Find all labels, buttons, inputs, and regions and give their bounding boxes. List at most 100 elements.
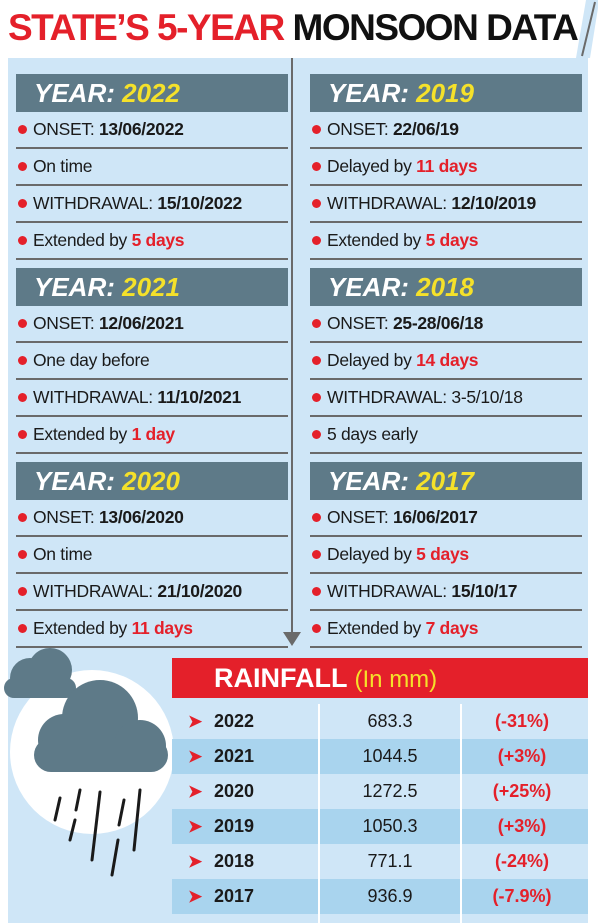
arrow-icon: ➤ bbox=[188, 712, 203, 731]
rainfall-title: RAINFALL bbox=[214, 663, 347, 693]
arrow-icon: ➤ bbox=[188, 747, 203, 766]
onset-date: 13/06/2020 bbox=[98, 507, 184, 527]
onset-date: 22/06/19 bbox=[392, 119, 459, 139]
withdrawal-note-highlight: 1 day bbox=[131, 424, 176, 444]
rainfall-header: RAINFALL (In mm) bbox=[172, 658, 588, 698]
year-header: YEAR: 2020 bbox=[16, 462, 288, 500]
year-value: 2018 bbox=[416, 272, 474, 302]
year-header: YEAR: 2019 bbox=[310, 74, 582, 112]
rainfall-change: (+25%) bbox=[492, 781, 552, 801]
year-header: YEAR: 2021 bbox=[16, 268, 288, 306]
onset-label: ONSET: bbox=[33, 119, 95, 139]
withdrawal-note-row: Extended by 11 days bbox=[16, 611, 288, 648]
rainfall-year: 2018 bbox=[214, 851, 255, 871]
year-card: YEAR: 2017 ONSET: 16/06/2017 Delayed by 5 … bbox=[310, 462, 582, 648]
rainfall-year: 2019 bbox=[214, 816, 255, 836]
onset-label: ONSET: bbox=[327, 507, 389, 527]
rainfall-table: ➤ 2022 683.3 (-31%) ➤ 2021 1044.5 (+3%) ➤ 2020 127… bbox=[172, 704, 588, 914]
title-slash-decoration bbox=[576, 0, 598, 58]
onset-note: On time bbox=[33, 544, 93, 564]
withdrawal-label: WITHDRAWAL: bbox=[33, 581, 153, 601]
year-value: 2022 bbox=[122, 78, 180, 108]
onset-note: On time bbox=[33, 156, 93, 176]
rainfall-change: (-7.9%) bbox=[492, 886, 552, 906]
year-card: YEAR: 2021 ONSET: 12/06/2021 One day befor… bbox=[16, 268, 288, 454]
onset-date: 13/06/2022 bbox=[98, 119, 184, 139]
onset-row: ONSET: 12/06/2021 bbox=[16, 306, 288, 343]
year-card: YEAR: 2020 ONSET: 13/06/2020 On time WITHD… bbox=[16, 462, 288, 648]
onset-row: ONSET: 16/06/2017 bbox=[310, 500, 582, 537]
rainfall-change: (-31%) bbox=[494, 711, 549, 731]
year-label: YEAR: bbox=[34, 272, 115, 302]
rainfall-value: 936.9 bbox=[367, 886, 413, 906]
rain-cloud-icon bbox=[4, 648, 174, 877]
onset-label: ONSET: bbox=[327, 119, 389, 139]
rainfall-row: ➤ 2019 1050.3 (+3%) bbox=[172, 809, 588, 844]
year-card: YEAR: 2022 ONSET: 13/06/2022 On time WITHD… bbox=[16, 74, 288, 260]
withdrawal-note-row: Extended by 5 days bbox=[310, 223, 582, 260]
withdrawal-note: Extended by bbox=[33, 424, 127, 444]
onset-note-row: One day before bbox=[16, 343, 288, 380]
onset-row: ONSET: 22/06/19 bbox=[310, 112, 582, 149]
year-label: YEAR: bbox=[328, 466, 409, 496]
onset-date: 12/06/2021 bbox=[98, 313, 184, 333]
onset-date: 16/06/2017 bbox=[392, 507, 478, 527]
withdrawal-label: WITHDRAWAL: bbox=[327, 581, 447, 601]
withdrawal-note-highlight: 5 days bbox=[131, 230, 185, 250]
withdrawal-note-highlight: 7 days bbox=[425, 618, 479, 638]
withdrawal-row: WITHDRAWAL: 21/10/2020 bbox=[16, 574, 288, 611]
onset-note: Delayed by bbox=[327, 544, 412, 564]
onset-note-row: Delayed by 5 days bbox=[310, 537, 582, 574]
withdrawal-row: WITHDRAWAL: 3-5/10/18 bbox=[310, 380, 582, 417]
arrow-icon: ➤ bbox=[188, 782, 203, 801]
withdrawal-row: WITHDRAWAL: 15/10/17 bbox=[310, 574, 582, 611]
onset-row: ONSET: 13/06/2022 bbox=[16, 112, 288, 149]
onset-row: ONSET: 13/06/2020 bbox=[16, 500, 288, 537]
rainfall-value: 1050.3 bbox=[362, 816, 418, 836]
year-header: YEAR: 2018 bbox=[310, 268, 582, 306]
rainfall-change: (-24%) bbox=[494, 851, 549, 871]
arrow-icon: ➤ bbox=[188, 817, 203, 836]
rainfall-value: 1272.5 bbox=[362, 781, 418, 801]
year-label: YEAR: bbox=[34, 466, 115, 496]
rainfall-year: 2020 bbox=[214, 781, 255, 801]
withdrawal-date: 15/10/17 bbox=[451, 581, 518, 601]
year-label: YEAR: bbox=[328, 272, 409, 302]
onset-note-row: On time bbox=[16, 149, 288, 186]
year-value: 2017 bbox=[416, 466, 474, 496]
withdrawal-row: WITHDRAWAL: 11/10/2021 bbox=[16, 380, 288, 417]
center-divider bbox=[291, 58, 293, 638]
page-title: STATE’S 5-YEAR MONSOON DATA bbox=[8, 6, 579, 50]
onset-row: ONSET: 25-28/06/18 bbox=[310, 306, 582, 343]
withdrawal-note: 5 days early bbox=[327, 424, 418, 444]
withdrawal-label: WITHDRAWAL: bbox=[33, 387, 153, 407]
year-value: 2020 bbox=[122, 466, 180, 496]
withdrawal-note: Extended by bbox=[33, 618, 127, 638]
withdrawal-note: Extended by bbox=[327, 618, 421, 638]
onset-label: ONSET: bbox=[33, 507, 95, 527]
rainfall-value: 683.3 bbox=[367, 711, 413, 731]
rainfall-change: (+3%) bbox=[497, 816, 547, 836]
withdrawal-label: WITHDRAWAL: bbox=[327, 193, 447, 213]
column-separator bbox=[460, 704, 462, 923]
arrow-icon: ➤ bbox=[188, 887, 203, 906]
rainfall-value: 1044.5 bbox=[362, 746, 418, 766]
onset-date: 25-28/06/18 bbox=[392, 313, 484, 333]
year-label: YEAR: bbox=[328, 78, 409, 108]
withdrawal-note-highlight: 11 days bbox=[131, 618, 193, 638]
onset-note: Delayed by bbox=[327, 156, 412, 176]
title-bar: STATE’S 5-YEAR MONSOON DATA bbox=[0, 0, 600, 58]
onset-label: ONSET: bbox=[33, 313, 95, 333]
year-header: YEAR: 2022 bbox=[16, 74, 288, 112]
withdrawal-note-row: Extended by 1 day bbox=[16, 417, 288, 454]
withdrawal-row: WITHDRAWAL: 12/10/2019 bbox=[310, 186, 582, 223]
rainfall-row: ➤ 2020 1272.5 (+25%) bbox=[172, 774, 588, 809]
onset-note: Delayed by bbox=[327, 350, 412, 370]
rainfall-row: ➤ 2017 936.9 (-7.9%) bbox=[172, 879, 588, 914]
rainfall-year: 2022 bbox=[214, 711, 255, 731]
rainfall-change: (+3%) bbox=[497, 746, 547, 766]
year-card: YEAR: 2018 ONSET: 25-28/06/18 Delayed by 1… bbox=[310, 268, 582, 454]
withdrawal-row: WITHDRAWAL: 15/10/2022 bbox=[16, 186, 288, 223]
withdrawal-note-row: 5 days early bbox=[310, 417, 582, 454]
rainfall-value: 771.1 bbox=[367, 851, 413, 871]
